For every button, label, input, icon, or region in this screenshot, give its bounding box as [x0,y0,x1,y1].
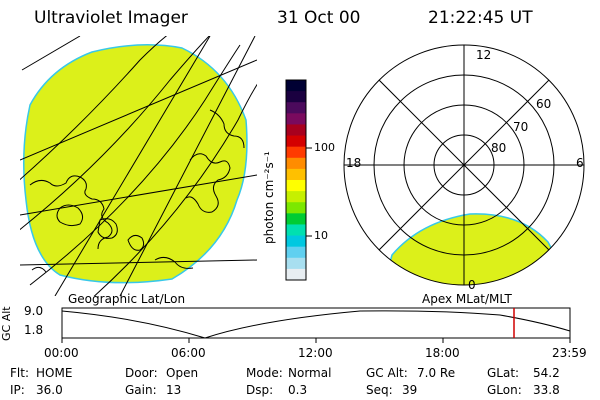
geographic-label: Geographic Lat/Lon [68,292,186,306]
status-dsp-key: Dsp: [246,383,274,397]
altitude-plot [61,307,571,343]
status-dsp-value: 0.3 [288,383,308,397]
mlt-label-12: 12 [476,48,492,62]
status-door-key: Door: [125,366,158,380]
colorbar-segment [286,213,306,225]
status-glon-key: GLon: [487,383,522,397]
colorbar-segment [286,235,306,248]
colorbar-segment [286,180,306,192]
status-door-value: Open [166,366,199,380]
status-glat-value: 54.2 [533,366,560,380]
mlt-label-0: 0 [468,278,476,292]
status-gain-value: 13 [166,383,182,397]
x-tick-1800: 18:00 [425,346,460,360]
status-flt-key: Flt: [10,366,29,380]
colorbar-segment [286,146,306,159]
x-tick-0600: 06:00 [171,346,206,360]
time-label: 21:22:45 UT [428,8,533,28]
colorbar-segment [286,268,306,281]
colorbar-segment [286,224,306,237]
colorbar-unit-label: photon cm⁻²s⁻¹ [262,151,276,244]
colorbar-segment [286,246,306,259]
status-gain-key: Gain: [125,383,157,397]
status-glat-key: GLat: [487,366,520,380]
colorbar-segment [286,257,306,270]
x-tick-0000: 00:00 [44,346,79,360]
status-flt-value: HOME [36,366,73,380]
lat-label-70: 70 [513,120,529,134]
uv-emission-region [23,44,248,284]
status-ip-value: 36.0 [36,383,63,397]
lat-label-60: 60 [536,97,552,111]
colorbar-segment [286,168,306,181]
alt-ylabel: GC Alt [0,306,13,341]
app-title: Ultraviolet Imager [34,8,188,28]
colorbar-segment [286,191,306,203]
colorbar-tick-100: 100 [314,141,335,154]
alt-ymax-label: 9.0 [24,304,44,318]
status-mode-value: Normal [288,366,332,380]
alt-ymin-label: 1.8 [24,323,44,337]
status-seq-value: 39 [402,383,418,397]
colorbar-segment [286,124,306,137]
mlt-label-6: 6 [576,156,584,170]
colorbar-segment [286,80,306,92]
apex-label: Apex MLat/MLT [422,292,512,306]
geographic-image [20,36,257,296]
lat-label-80: 80 [491,141,507,155]
colorbar-segment [286,91,306,103]
status-gcalt-value: 7.0 Re [417,366,456,380]
x-tick-1200: 12:00 [298,346,333,360]
status-mode-key: Mode: [246,366,283,380]
colorbar-segment [286,157,306,170]
colorbar-segment [286,102,306,114]
altitude-curve [61,310,571,339]
polar-plot [343,44,585,286]
status-glon-value: 33.8 [533,383,560,397]
status-gcalt-key: GC Alt: [366,366,408,380]
coastline [29,109,245,273]
status-ip-key: IP: [10,383,25,397]
colorbar-tick-10: 10 [314,229,328,242]
colorbar-segment [286,202,306,214]
colorbar-segment [286,113,306,125]
status-seq-key: Seq: [366,383,393,397]
x-tick-2359: 23:59 [552,346,587,360]
colorbar [286,80,306,281]
colorbar-segment [286,135,306,148]
mlt-label-18: 18 [346,156,362,170]
date-label: 31 Oct 00 [277,8,361,28]
